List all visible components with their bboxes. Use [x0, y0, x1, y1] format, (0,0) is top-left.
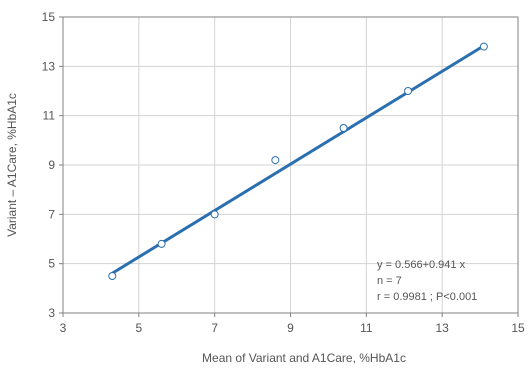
x-tick-label: 9 [287, 321, 294, 335]
data-point [210, 210, 219, 219]
data-point [271, 156, 280, 165]
annotation-box: y = 0.566+0.941 x n = 7 r = 0.9981 ; P<0… [377, 259, 477, 303]
y-tick-label: 11 [43, 109, 56, 123]
data-points [108, 42, 488, 280]
data-point [157, 239, 166, 248]
y-tick-label: 5 [48, 257, 55, 271]
x-tick-label: 11 [360, 321, 373, 335]
grid [63, 17, 518, 313]
data-point [479, 42, 488, 51]
y-tick-label: 9 [48, 158, 55, 172]
annotation-r: r = 0.9981 ; P<0.001 [377, 291, 477, 303]
y-tick-label: 13 [42, 59, 56, 73]
y-tick-label: 15 [42, 10, 56, 24]
data-point [339, 124, 348, 132]
x-tick-label: 15 [511, 321, 525, 335]
annotation-equation: y = 0.566+0.941 x [377, 259, 466, 271]
x-tick-label: 7 [211, 321, 218, 335]
regression-line [110, 44, 486, 275]
x-tick-label: 13 [435, 321, 449, 335]
x-axis-label: Mean of Variant and A1Care, %HbA1c [202, 351, 406, 365]
y-tick-label: 7 [48, 207, 55, 221]
y-axis-label: Variant – A1Care, %HbA1c [5, 93, 19, 237]
data-point [404, 87, 413, 95]
y-tick-label: 3 [48, 306, 55, 320]
x-tick-label: 3 [60, 321, 67, 335]
tick-labels: 3 5 7 9 11 13 15 3 5 7 9 11 13 15 [42, 10, 525, 335]
regression-line-group [110, 44, 486, 275]
x-tick-label: 5 [135, 321, 142, 335]
annotation-n: n = 7 [377, 275, 402, 287]
data-point [108, 272, 117, 280]
